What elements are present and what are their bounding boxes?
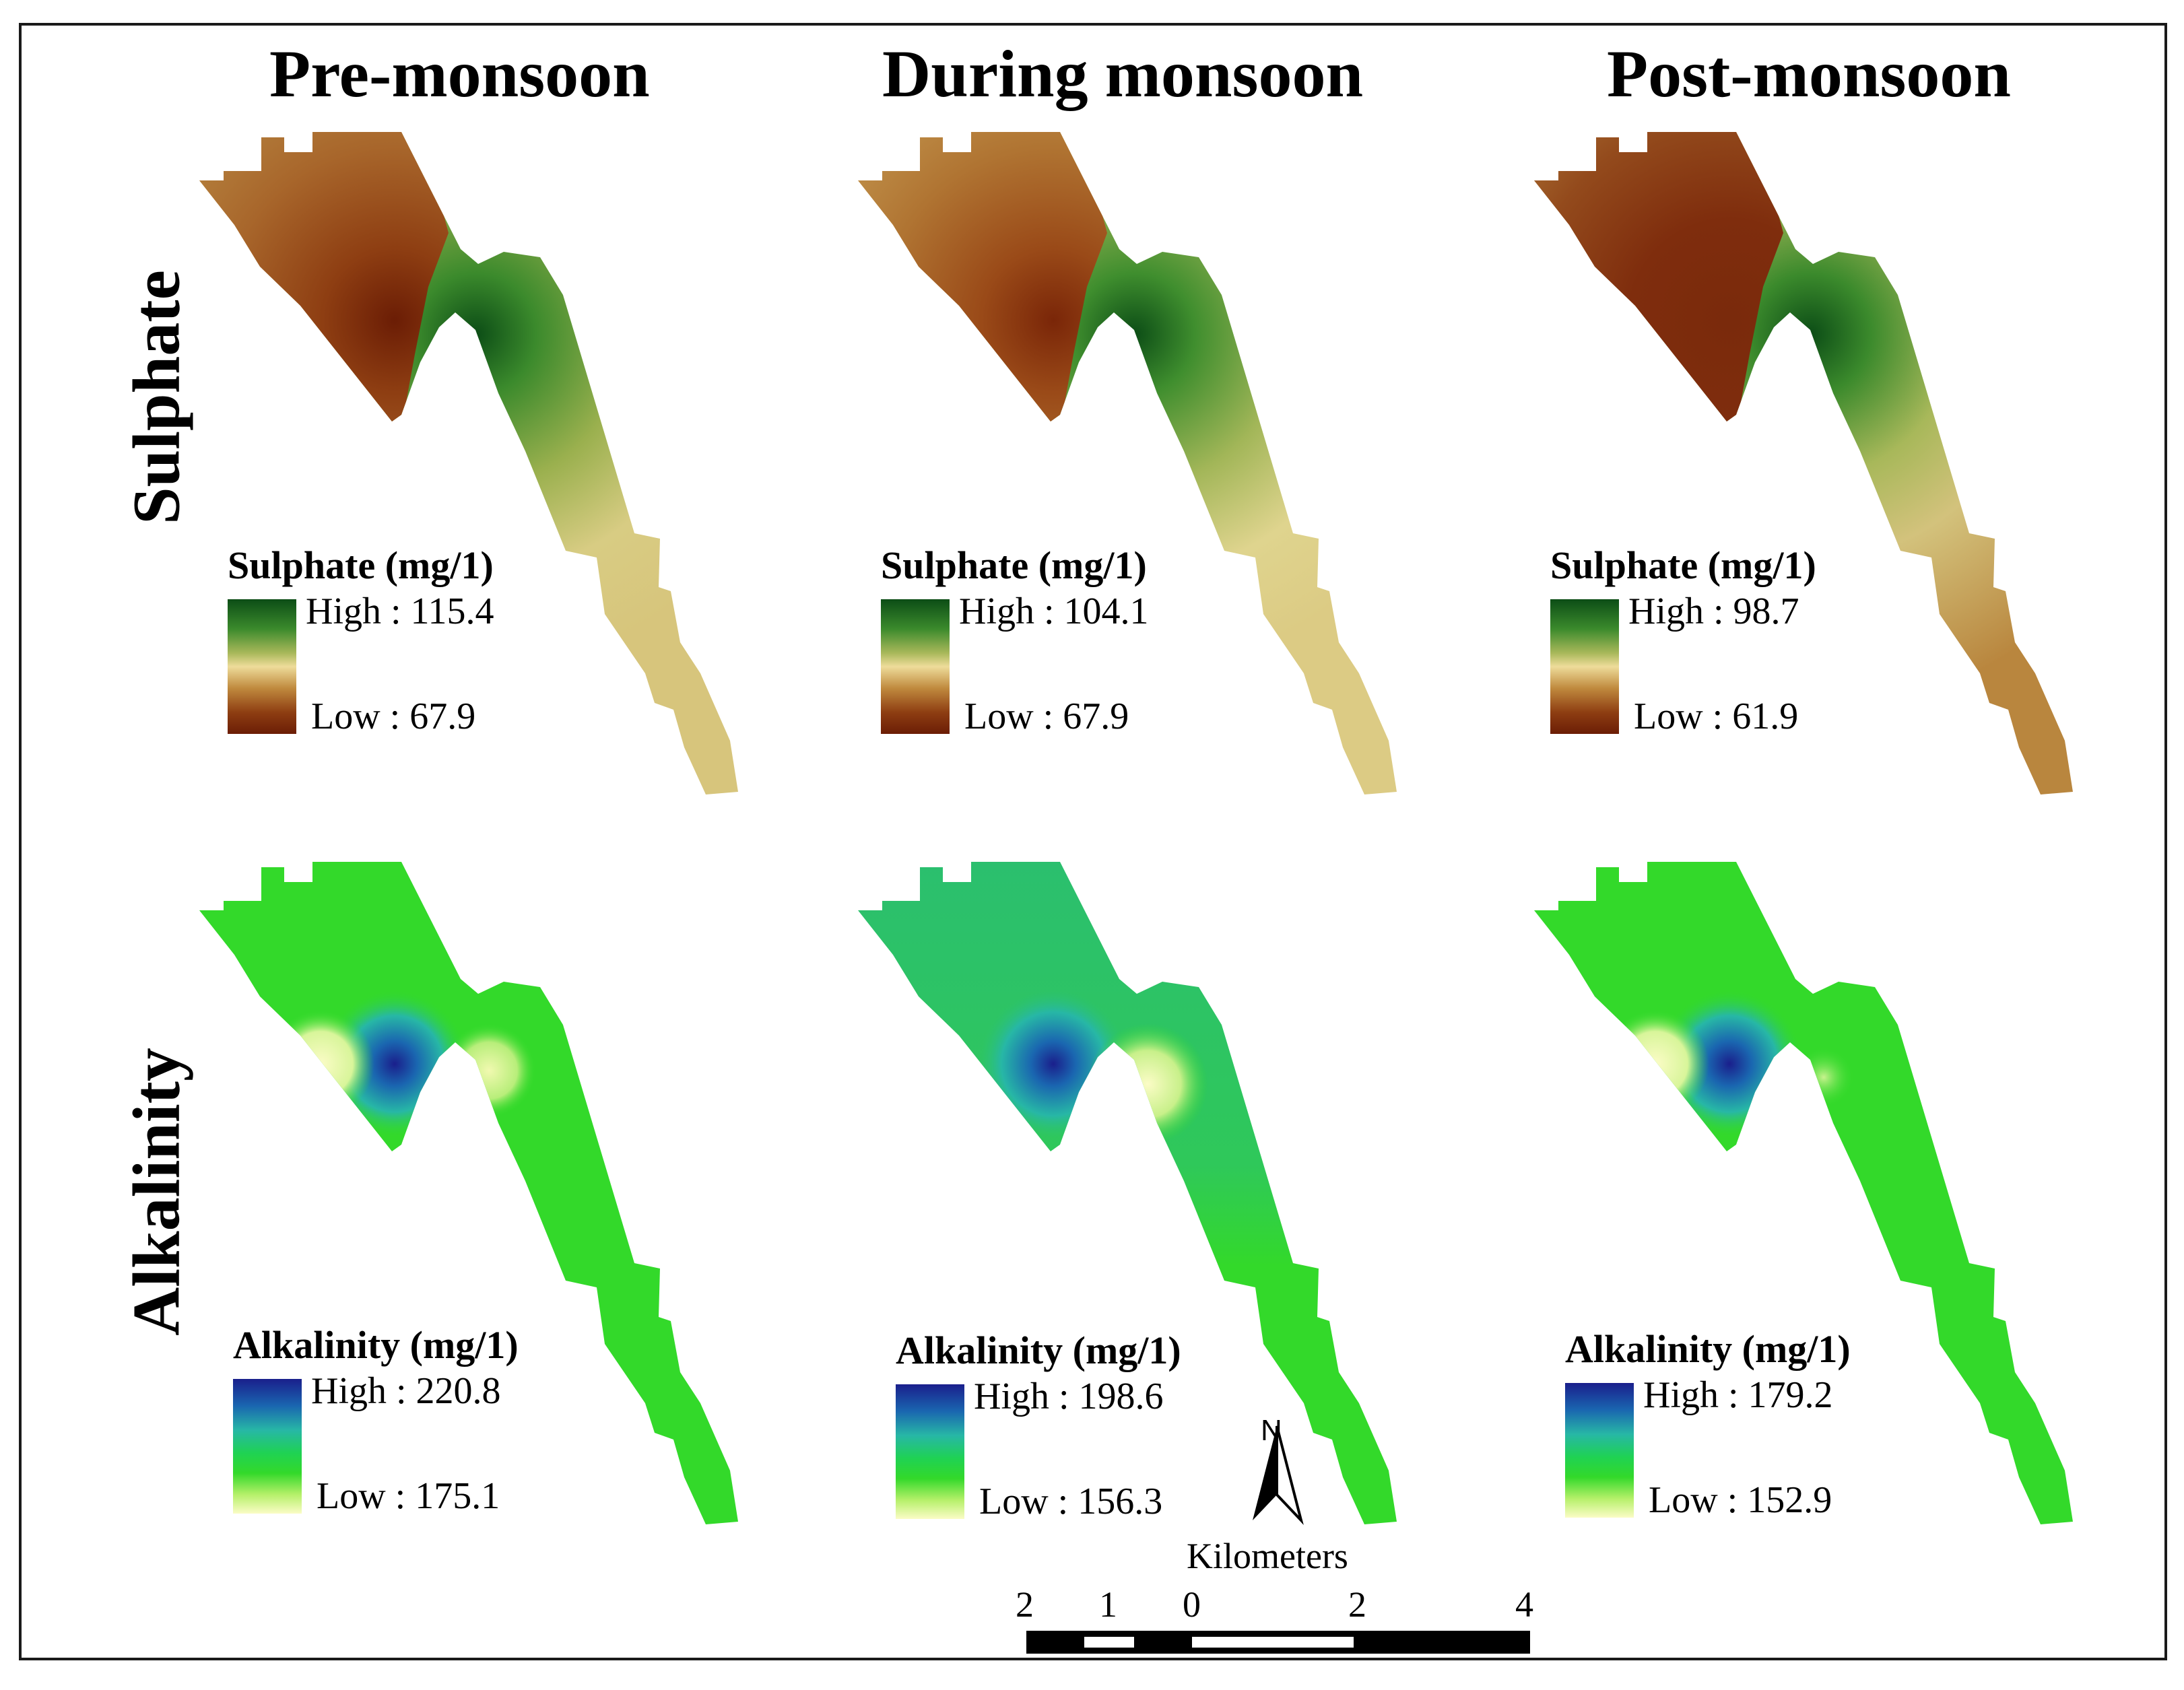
- legend-color-ramp: [233, 1379, 302, 1514]
- scale-tick-label: 4: [1515, 1584, 1533, 1625]
- scale-bar: [1026, 1631, 1530, 1654]
- legend-title: Alkalinity (mg/1): [1565, 1327, 1851, 1371]
- legend-low-value: Low : 61.9: [1634, 696, 1799, 737]
- scale-tick-label: 2: [1348, 1584, 1366, 1625]
- legend-high-value: High : 115.4: [306, 590, 494, 632]
- scale-tick-label: 1: [1099, 1584, 1117, 1625]
- scale-tick-label: 0: [1183, 1584, 1201, 1625]
- legend-high-value: High : 220.8: [311, 1370, 501, 1412]
- column-title-post-monsoon: Post-monsoon: [1607, 36, 2012, 111]
- legend-low-value: Low : 67.9: [964, 696, 1129, 737]
- legend-high-value: High : 198.6: [974, 1376, 1164, 1417]
- column-title-during-monsoon: During monsoon: [882, 36, 1364, 111]
- column-title-pre-monsoon: Pre-monsoon: [269, 36, 650, 111]
- legend-title: Sulphate (mg/1): [881, 543, 1147, 587]
- legend-low-value: Low : 67.9: [311, 696, 476, 737]
- north-arrow-icon: [1253, 1425, 1304, 1525]
- legend-color-ramp: [896, 1384, 964, 1519]
- scale-unit-label: Kilometers: [1187, 1536, 1348, 1576]
- legend-color-ramp: [1550, 599, 1619, 734]
- legend-title: Sulphate (mg/1): [1550, 543, 1816, 587]
- legend-color-ramp: [1565, 1383, 1634, 1518]
- scale-tick-label: 2: [1016, 1584, 1034, 1625]
- legend-title: Sulphate (mg/1): [228, 543, 494, 587]
- legend-high-value: High : 98.7: [1628, 590, 1799, 632]
- legend-color-ramp: [228, 599, 296, 734]
- legend-low-value: Low : 175.1: [317, 1475, 500, 1517]
- legend-color-ramp: [881, 599, 950, 734]
- figure-frame: [19, 23, 2167, 1660]
- legend-high-value: High : 179.2: [1643, 1374, 1833, 1416]
- legend-title: Alkalinity (mg/1): [896, 1328, 1181, 1372]
- sulphate-map-post-monsoon: [1534, 132, 2073, 795]
- legend-low-value: Low : 156.3: [979, 1481, 1163, 1522]
- legend-title: Alkalinity (mg/1): [233, 1323, 519, 1367]
- legend-high-value: High : 104.1: [959, 590, 1149, 632]
- row-title-alkalinity: Alkalinity: [119, 1048, 194, 1336]
- legend-low-value: Low : 152.9: [1649, 1479, 1832, 1521]
- row-title-sulphate: Sulphate: [119, 270, 194, 525]
